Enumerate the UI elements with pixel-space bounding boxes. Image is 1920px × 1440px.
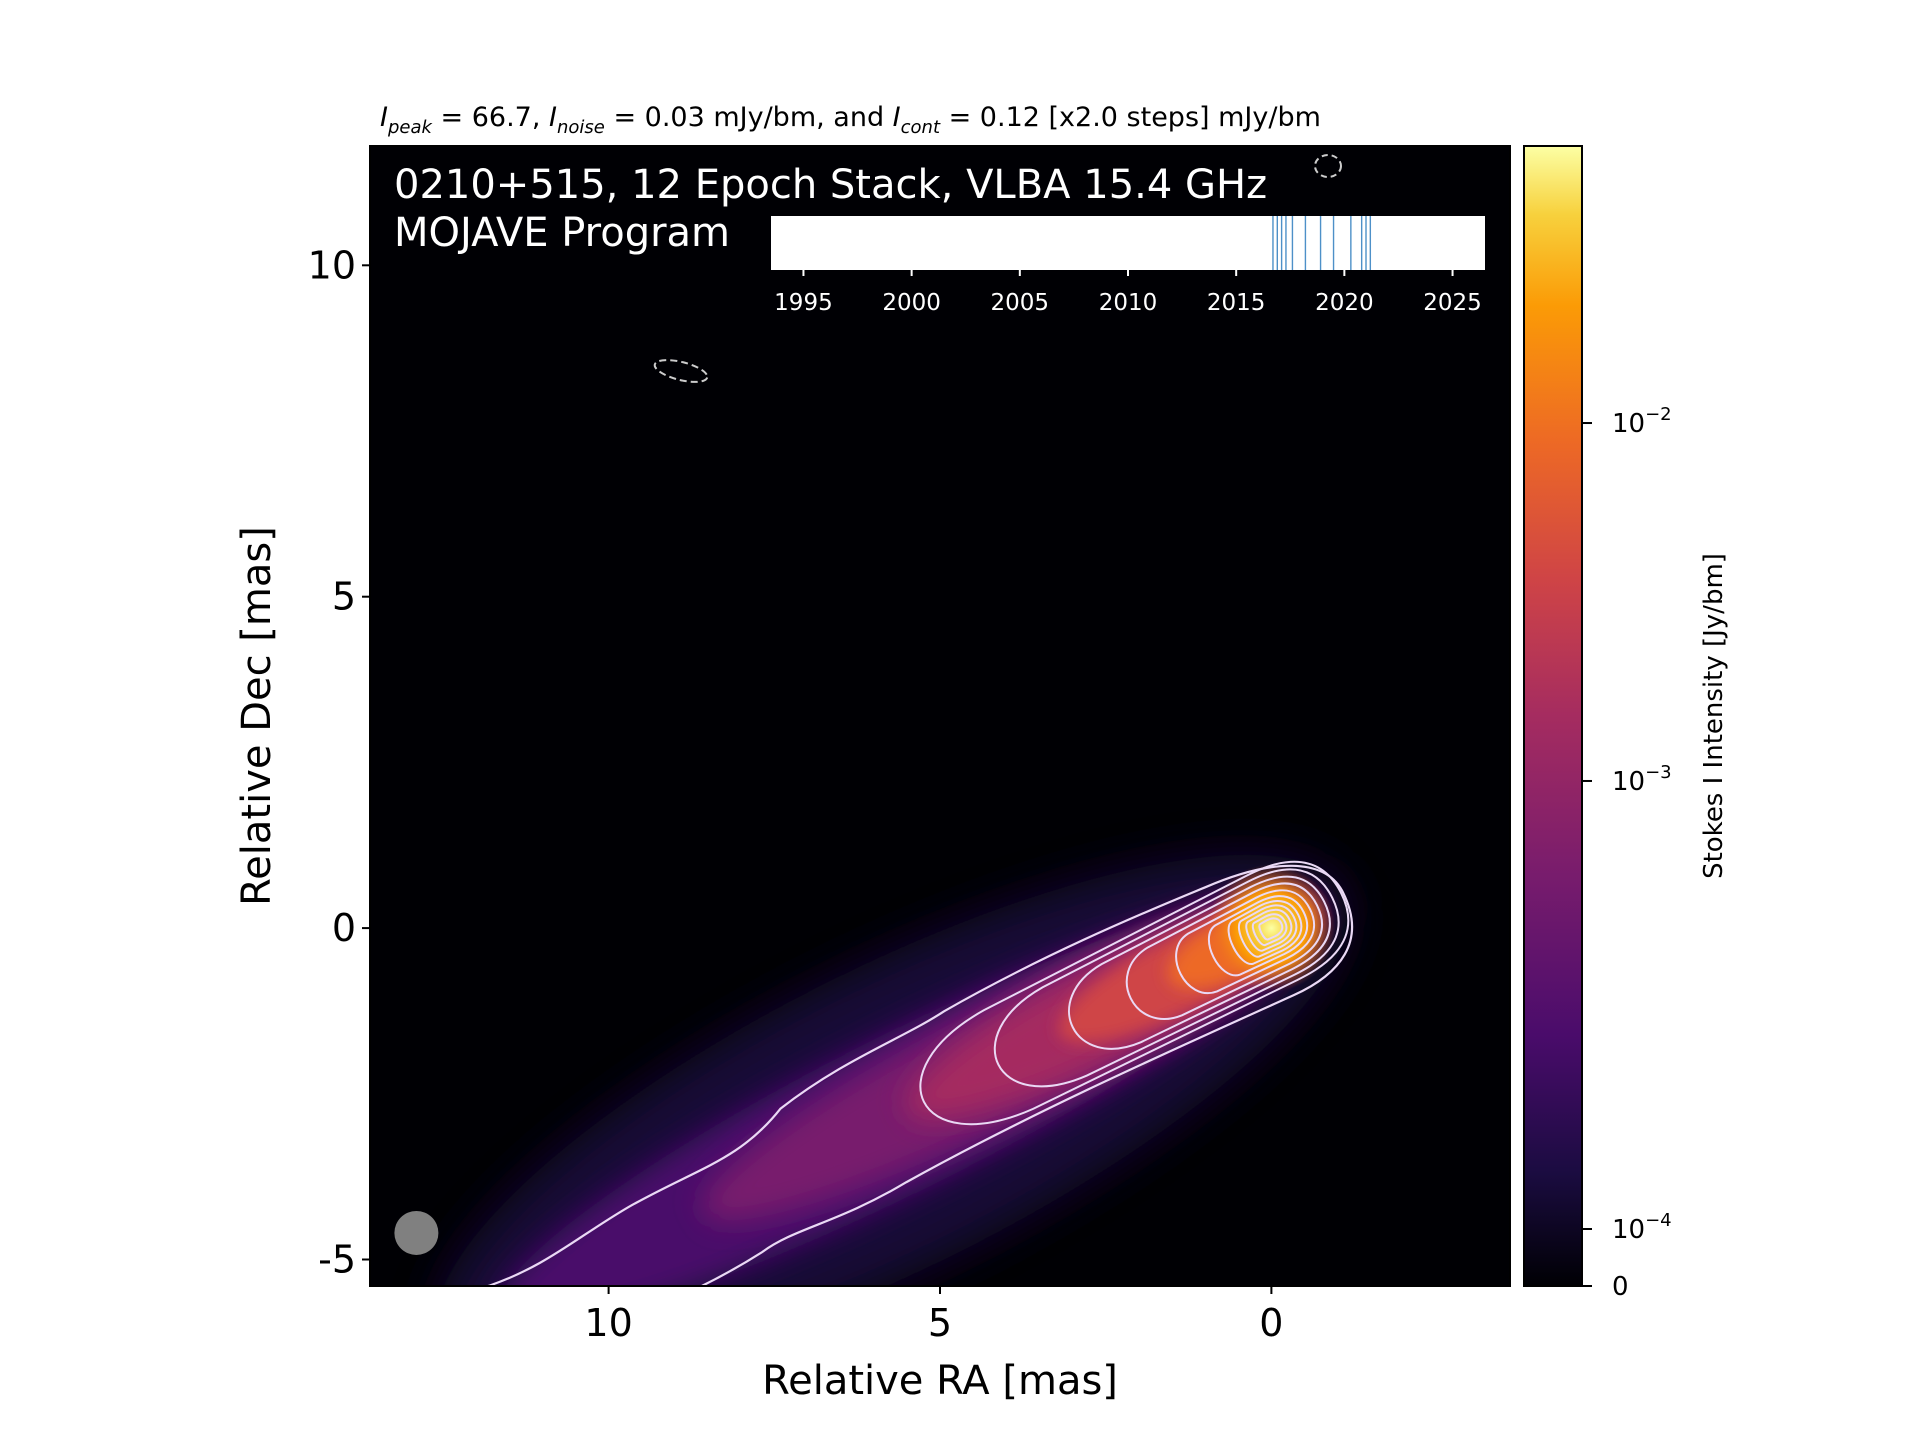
y-axis-label: Relative Dec [mas] [234,526,280,906]
x-tick-label: 5 [928,1301,952,1345]
title-symbol-cont: I [893,102,901,133]
x-axis-ticks: 10 5 0 [584,1286,1283,1345]
colorbar-tick-base: 10 [1612,767,1645,797]
image-panel [369,145,1511,1287]
contour-level-2 [919,860,1350,1126]
program-label: MOJAVE Program [394,210,730,256]
timeline-tick-label: 2005 [991,290,1050,316]
colorbar-tick-base: 10 [1612,409,1645,439]
y-tick-label: -5 [318,1237,356,1281]
colorbar-tick-label: 10−3 [1612,762,1672,797]
epoch-timeline: 1995 2000 2005 2010 2015 2020 2025 [771,216,1485,316]
x-axis-label: Relative RA [mas] [762,1358,1118,1404]
title-text-cont: = 0.12 [x2.0 steps] mJy/bm [940,102,1321,133]
colorbar: 10−210−310−40 Stokes I Intensity [Jy/bm] [1523,145,1729,1302]
y-axis-ticks: 10 5 0 -5 [308,243,370,1281]
contour-level-11 [1251,913,1288,947]
timeline-tick-label: 2020 [1315,290,1374,316]
jet-group [435,854,1350,1286]
core [1207,864,1336,993]
y-tick-label: 10 [308,243,356,287]
title-sub-peak: peak [387,117,434,138]
contour-level-1 [442,864,1354,1286]
colorbar-tick-label: 0 [1612,1272,1629,1302]
title-symbol-noise: I [549,102,557,133]
contour-level-5 [1125,882,1323,1020]
contour-group [442,860,1354,1286]
colorbar-tick-exponent: −2 [1645,404,1672,425]
x-tick-label: 0 [1259,1301,1283,1345]
contour-layer [442,860,1354,1286]
title-text-peak: = 66.7, [432,102,549,133]
timeline-tick-label: 2010 [1099,290,1158,316]
timeline-box [771,216,1485,270]
x-tick-label: 10 [584,1301,632,1345]
colorbar-ticks: 10−210−310−40 [1582,404,1672,1302]
contour-level-4 [1068,875,1331,1050]
colorbar-tick-base: 10 [1612,1215,1645,1245]
contour-level-8 [1227,899,1303,965]
contour-level-7 [1208,895,1309,977]
epoch-lines [1272,216,1372,270]
colorbar-label: Stokes I Intensity [Jy/bm] [1699,553,1729,879]
source-label: 0210+515, 12 Epoch Stack, VLBA 15.4 GHz [394,162,1267,208]
timeline-ticks: 1995 2000 2005 2010 2015 2020 2025 [774,270,1482,316]
colorbar-tick-base: 0 [1612,1272,1629,1302]
colorbar-tick-label: 10−2 [1612,404,1672,439]
beam-ellipse [394,1210,439,1255]
colorbar-fill [1523,145,1583,1287]
title-sub-noise: noise [557,117,605,138]
colorbar-tick-exponent: −4 [1645,1210,1672,1231]
dashed-contour-layer [653,154,1342,383]
timeline-tick-label: 2000 [882,290,941,316]
colorbar-tick-exponent: −3 [1645,762,1672,783]
figure-title: Ipeak = 66.7, Inoise = 0.03 mJy/bm, and … [380,102,1321,138]
colorbar-tick-label: 10−4 [1612,1210,1672,1245]
y-tick-label: 0 [332,906,356,950]
contour-level-10 [1245,908,1293,952]
beam-layer [394,1210,439,1255]
y-tick-label: 5 [332,575,356,619]
title-sub-cont: cont [901,117,941,138]
dashed-contour [653,359,709,383]
contour-level-3 [993,868,1340,1088]
title-symbol-peak: I [380,102,388,133]
timeline-tick-label: 2015 [1207,290,1266,316]
contour-level-9 [1238,904,1298,958]
title-text-noise: = 0.03 mJy/bm, and [605,102,893,133]
timeline-tick-label: 1995 [774,290,833,316]
emission-layer [435,854,1350,1286]
contour-level-12 [1258,917,1284,941]
contour-level-6 [1175,889,1315,995]
timeline-tick-label: 2025 [1423,290,1482,316]
dashed-contour [1314,154,1342,178]
